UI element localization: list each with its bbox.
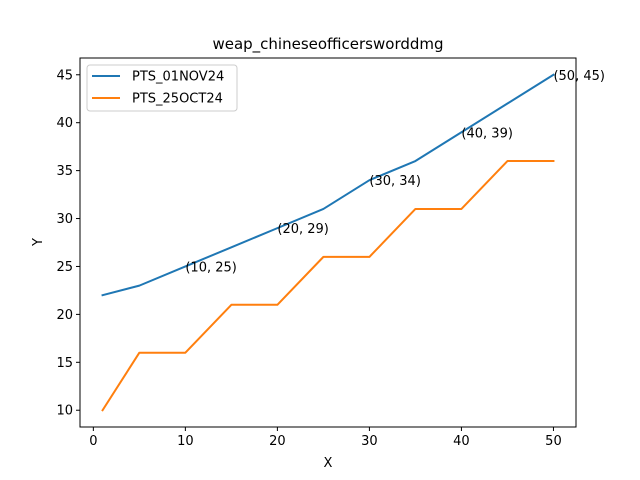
point-annotation: (10, 25) [185,260,237,275]
point-annotation: (20, 29) [277,222,329,237]
legend-label-1: PTS_01NOV24 [132,70,224,85]
x-tick-label: 50 [545,434,562,449]
x-axis-label: X [324,456,333,471]
x-tick-label: 10 [177,434,194,449]
series-line-2 [101,160,555,412]
y-tick-label: 10 [56,404,73,419]
series-line-1 [101,73,555,297]
x-tick-label: 20 [269,434,286,449]
annotations: (10, 25) (20, 29) (30, 34) (40, 39) (50, 45) [185,69,605,276]
y-tick-label: 40 [56,116,73,131]
x-tick-label: 30 [361,434,378,449]
plot-area [101,73,555,412]
legend-box [86,64,238,112]
y-tick-label: 30 [56,212,73,227]
point-annotation: (30, 34) [369,174,421,189]
y-axis: 10 15 20 25 30 35 40 45 [56,68,80,419]
chart-title: weap_chineseofficersworddmg [212,35,443,54]
axes-frame [79,57,577,428]
legend-label-2: PTS_25OCT24 [132,92,223,107]
y-tick-label: 25 [56,260,73,275]
y-axis-label: Y [31,238,46,247]
x-axis: 0 10 20 30 40 50 [89,427,562,449]
y-tick-label: 15 [56,356,73,371]
point-annotation: (40, 39) [461,126,512,141]
y-tick-label: 20 [56,308,73,323]
legend: PTS_01NOV24 PTS_25OCT24 [86,64,238,112]
y-tick-label: 45 [56,68,73,83]
point-annotation: (50, 45) [553,69,605,84]
x-tick-label: 40 [453,434,470,449]
y-tick-label: 35 [56,164,73,179]
x-tick-label: 0 [89,434,97,449]
